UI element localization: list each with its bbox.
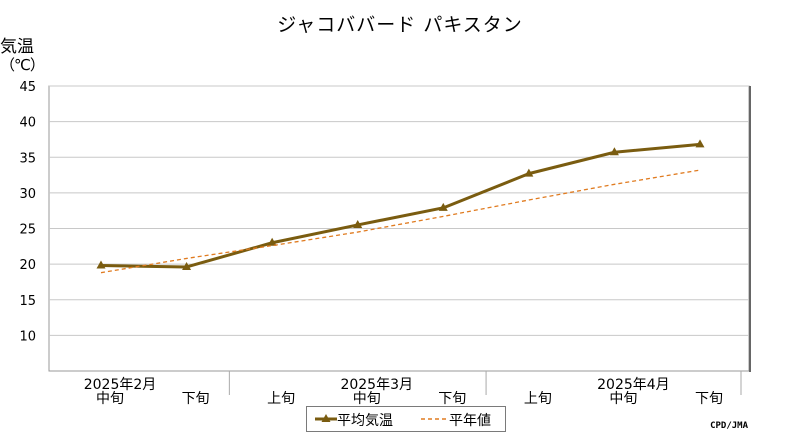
data-point-mean xyxy=(96,260,106,269)
y-axis-label-text: 気温 xyxy=(0,37,34,57)
credit-text: CPD/JMA xyxy=(710,421,748,431)
data-point-mean xyxy=(609,147,619,156)
x-tick-label: 上旬 xyxy=(267,391,295,407)
y-tick-label: 30 xyxy=(19,187,36,202)
x-tick-label: 中旬 xyxy=(609,391,637,407)
x-month-label: 2025年2月 xyxy=(84,377,157,393)
series-line-normal xyxy=(100,169,701,274)
x-tick-label: 下旬 xyxy=(438,391,466,407)
y-tick-label: 45 xyxy=(19,80,36,95)
y-tick-label: 40 xyxy=(19,116,36,131)
y-tick-label: 15 xyxy=(19,294,36,309)
x-tick-label: 下旬 xyxy=(182,391,210,407)
data-point-mean xyxy=(182,261,192,270)
y-tick-label: 35 xyxy=(19,151,36,166)
x-month-label: 2025年4月 xyxy=(597,377,670,393)
legend-label-mean: 平均気温 xyxy=(337,413,393,429)
x-tick-label: 上旬 xyxy=(524,391,552,407)
data-point-mean xyxy=(695,139,705,148)
x-month-label: 2025年3月 xyxy=(340,377,413,393)
y-tick-label: 25 xyxy=(19,223,36,238)
data-point-mean xyxy=(438,202,448,211)
y-axis-label: 気温 （℃） xyxy=(0,37,45,74)
data-point-mean xyxy=(267,237,277,246)
legend-swatch-normal xyxy=(421,418,447,420)
chart-title: ジャコババード パキスタン xyxy=(277,14,523,36)
y-axis-unit: （℃） xyxy=(0,56,45,74)
y-tick-label: 20 xyxy=(19,258,36,273)
x-tick-label: 下旬 xyxy=(695,391,723,407)
data-point-mean xyxy=(353,219,363,228)
y-tick-label: 10 xyxy=(19,329,36,344)
data-point-mean xyxy=(524,168,534,177)
legend-swatch-mean xyxy=(315,414,337,422)
legend-label-normal: 平年値 xyxy=(449,413,491,429)
legend: 平均気温 平年値 xyxy=(306,406,506,432)
x-tick-label: 中旬 xyxy=(96,391,124,407)
x-tick-label: 中旬 xyxy=(353,391,381,407)
series-line-mean xyxy=(100,142,701,269)
